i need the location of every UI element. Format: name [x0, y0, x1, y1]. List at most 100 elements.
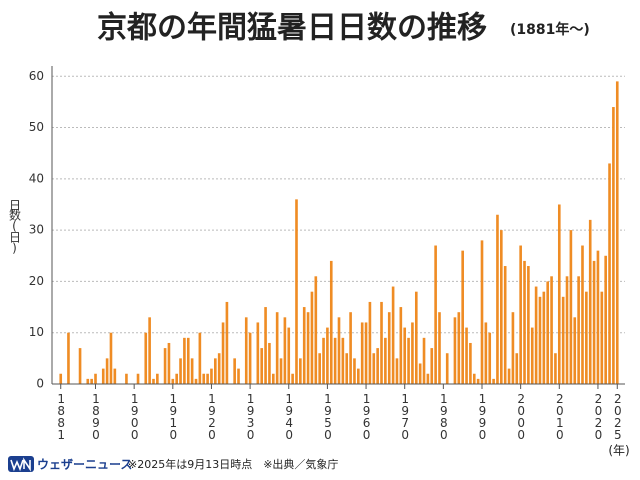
y-tick-label: 10 [29, 325, 44, 339]
bar [407, 337, 410, 384]
x-tick-label: 1980 [437, 392, 451, 440]
bar [457, 312, 461, 384]
bar [59, 373, 63, 384]
x-tick-label: 1890 [89, 392, 103, 440]
bar [198, 332, 202, 384]
bar [306, 312, 310, 384]
bar [67, 332, 70, 384]
x-tick-label: 1940 [282, 392, 296, 440]
bar [291, 373, 294, 384]
bar [399, 307, 403, 384]
bar [357, 368, 360, 384]
bar [577, 276, 580, 384]
bar [387, 312, 391, 384]
bar [90, 378, 93, 384]
bar [395, 358, 399, 384]
bar [496, 214, 499, 384]
bar [438, 312, 441, 384]
bar [430, 348, 434, 384]
bar [190, 358, 194, 384]
bar [565, 276, 569, 384]
bar [411, 322, 414, 384]
bar [206, 373, 209, 384]
bar [612, 107, 615, 384]
bar [469, 342, 472, 384]
bar [283, 317, 287, 384]
bar [368, 301, 372, 384]
y-axis-label: 日数(日) [8, 199, 22, 253]
bar [519, 245, 522, 384]
bar [221, 322, 225, 384]
bar [500, 230, 503, 384]
bar [480, 240, 484, 384]
bar [414, 291, 418, 384]
bar [588, 219, 592, 384]
bar [353, 358, 356, 384]
x-tick-label: 2020 [591, 392, 605, 440]
y-tick-label: 30 [29, 223, 44, 237]
brand: ウェザーニュース [37, 458, 132, 472]
bar [264, 307, 267, 384]
bar [461, 250, 464, 384]
bar [592, 260, 596, 384]
bar [604, 255, 607, 384]
bar [333, 337, 337, 384]
bar [573, 317, 577, 384]
bar [384, 337, 387, 384]
bar [210, 368, 213, 384]
y-tick-label: 0 [36, 377, 44, 391]
bar [152, 378, 155, 384]
bar [503, 266, 507, 384]
bar [434, 245, 437, 384]
x-tick-label: 2010 [553, 392, 567, 440]
y-tick-label: 20 [29, 274, 44, 288]
bar [507, 368, 511, 384]
bar [326, 327, 329, 384]
bar [322, 337, 325, 384]
bar [144, 332, 148, 384]
bar [488, 332, 492, 384]
x-tick-label: 1900 [128, 392, 142, 440]
bar [271, 373, 275, 384]
bar [341, 337, 345, 384]
logo [8, 456, 34, 472]
x-tick-label: 2025 [611, 392, 625, 440]
bar [113, 368, 117, 384]
bar [596, 250, 600, 384]
bar [542, 291, 546, 384]
chart-title: 京都の年間猛暑日日数の推移 [97, 11, 487, 46]
bar [175, 373, 178, 384]
bar [244, 317, 248, 384]
bar [109, 332, 113, 384]
bar [105, 358, 109, 384]
bar [515, 353, 519, 384]
bar [256, 322, 260, 384]
bar [345, 353, 349, 384]
bar [214, 358, 217, 384]
bar [600, 291, 604, 384]
x-tick-label: 1960 [360, 392, 374, 440]
bar [511, 312, 515, 384]
bar [275, 312, 279, 384]
x-tick-label: 1990 [476, 392, 490, 440]
bar [554, 353, 557, 384]
bar [156, 373, 159, 384]
bar [530, 327, 534, 384]
bar [225, 301, 229, 384]
bar [492, 378, 495, 384]
bar [202, 373, 206, 384]
bar [546, 281, 550, 384]
bar [538, 296, 542, 384]
x-tick-label: 1950 [321, 392, 335, 440]
bar [360, 322, 364, 384]
bar [445, 353, 449, 384]
bar [391, 286, 395, 384]
x-tick-label: 2000 [514, 392, 528, 440]
bar [557, 204, 561, 384]
bar [171, 378, 175, 384]
bar [472, 373, 476, 384]
bar [484, 322, 488, 384]
x-tick-label: 1920 [205, 392, 219, 440]
bar [453, 317, 457, 384]
